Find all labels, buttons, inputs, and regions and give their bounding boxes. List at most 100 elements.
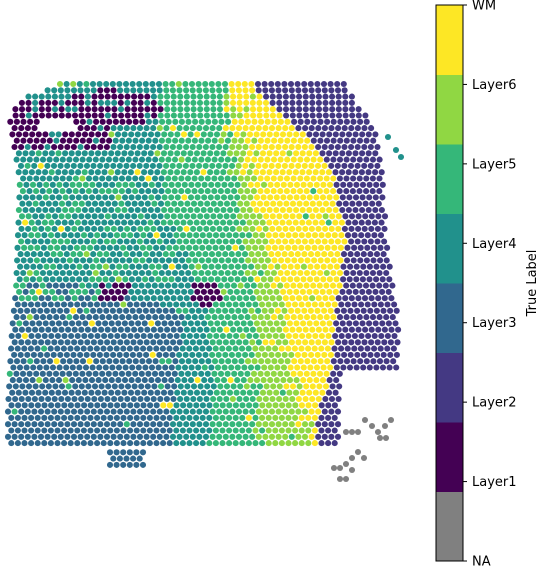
spot-wm bbox=[290, 314, 297, 321]
spot-layer4 bbox=[14, 232, 22, 239]
spot-layer4 bbox=[207, 389, 214, 396]
spot-layer6 bbox=[288, 421, 295, 428]
spot-wm bbox=[286, 194, 294, 201]
spot-layer4 bbox=[63, 251, 70, 258]
spot-layer4 bbox=[100, 232, 107, 239]
spot-layer1 bbox=[214, 288, 221, 295]
spot-layer5 bbox=[56, 181, 63, 188]
spot-layer5 bbox=[209, 87, 216, 94]
spot-wm bbox=[268, 238, 275, 245]
spot-wm bbox=[295, 395, 302, 403]
spot-layer5 bbox=[232, 301, 239, 308]
spot-layer6 bbox=[275, 351, 282, 358]
spot-layer3 bbox=[127, 389, 135, 396]
spot-layer5 bbox=[114, 206, 121, 214]
spot-layer4 bbox=[189, 307, 196, 314]
spot-layer4 bbox=[206, 427, 213, 434]
spot-layer5 bbox=[249, 395, 256, 403]
spot-layer2 bbox=[361, 225, 368, 232]
spot-layer2 bbox=[383, 257, 390, 264]
spot-layer2 bbox=[315, 106, 323, 113]
spot-layer2 bbox=[269, 93, 276, 100]
spot-layer3 bbox=[58, 395, 65, 403]
spot-layer4 bbox=[191, 370, 198, 377]
spot-layer3 bbox=[51, 326, 58, 333]
spot-layer5 bbox=[237, 314, 245, 321]
spot-layer3 bbox=[97, 421, 104, 428]
spot-wm bbox=[268, 162, 275, 169]
spot-layer5 bbox=[222, 143, 229, 151]
spot-wm bbox=[326, 288, 333, 295]
spot-layer2 bbox=[341, 351, 348, 358]
spot-layer5 bbox=[219, 244, 226, 251]
spot-layer2 bbox=[318, 414, 325, 421]
spot-layer2 bbox=[348, 125, 355, 132]
spot-layer5 bbox=[168, 276, 175, 283]
spot-layer3 bbox=[68, 389, 75, 396]
spot-layer6 bbox=[286, 150, 293, 157]
spot-layer3 bbox=[156, 307, 163, 314]
spot-wm bbox=[315, 339, 322, 346]
spot-layer6 bbox=[260, 276, 267, 283]
spot-wm bbox=[289, 326, 296, 333]
spot-layer6 bbox=[278, 301, 285, 308]
spot-layer3 bbox=[105, 314, 113, 321]
spot-wm bbox=[262, 143, 269, 151]
spot-layer2 bbox=[369, 282, 376, 289]
spot-layer6 bbox=[249, 93, 256, 100]
spot-layer2 bbox=[359, 150, 366, 157]
spot-layer2 bbox=[363, 314, 370, 321]
spot-layer4 bbox=[75, 194, 82, 201]
spot-wm bbox=[264, 137, 271, 144]
spot-layer5 bbox=[209, 351, 216, 358]
spot-layer3 bbox=[79, 314, 86, 321]
spot-layer2 bbox=[336, 188, 343, 195]
spot-wm bbox=[293, 150, 300, 157]
spot-wm bbox=[283, 200, 290, 207]
spot-layer5 bbox=[212, 427, 219, 434]
spot-layer4 bbox=[23, 263, 30, 270]
spot-layer5 bbox=[225, 257, 232, 264]
spot-layer6 bbox=[226, 169, 233, 176]
spot-wm bbox=[312, 219, 319, 226]
spot-layer6 bbox=[255, 351, 262, 358]
spot-layer6 bbox=[236, 213, 243, 220]
spot-layer5 bbox=[210, 213, 217, 220]
spot-layer3 bbox=[67, 414, 74, 421]
spot-layer3 bbox=[142, 364, 149, 371]
spot-layer6 bbox=[272, 414, 279, 421]
spot-wm bbox=[263, 213, 270, 220]
spot-layer5 bbox=[73, 244, 80, 251]
spot-layer5 bbox=[165, 118, 172, 125]
spot-layer6 bbox=[252, 232, 259, 239]
spot-layer4 bbox=[144, 99, 151, 106]
spot-layer3 bbox=[58, 383, 66, 390]
spot-layer3 bbox=[62, 288, 69, 295]
spot-wm bbox=[325, 301, 332, 308]
spot-wm bbox=[307, 364, 314, 371]
spot-layer2 bbox=[322, 112, 329, 119]
spot-layer5 bbox=[176, 143, 183, 151]
spot-layer4 bbox=[176, 351, 183, 358]
spot-layer2 bbox=[379, 181, 386, 188]
spot-layer4 bbox=[151, 188, 158, 195]
spot-wm bbox=[313, 276, 320, 283]
spot-layer3 bbox=[87, 427, 94, 434]
spot-layer5 bbox=[203, 112, 210, 119]
spot-layer5 bbox=[201, 276, 208, 283]
spot-layer2 bbox=[376, 282, 383, 289]
spot-layer3 bbox=[21, 427, 28, 434]
spot-layer1 bbox=[150, 106, 158, 113]
spot-layer4 bbox=[134, 150, 141, 157]
spot-layer2 bbox=[262, 87, 269, 94]
spot-layer4 bbox=[108, 194, 115, 201]
spot-layer2 bbox=[316, 112, 323, 119]
spot-layer2 bbox=[330, 156, 337, 163]
spot-layer6 bbox=[268, 307, 275, 314]
spot-layer3 bbox=[121, 377, 129, 384]
spot-layer6 bbox=[268, 351, 275, 358]
spot-layer5 bbox=[163, 125, 170, 132]
spot-layer4 bbox=[125, 188, 132, 195]
spot-layer5 bbox=[25, 295, 32, 302]
spot-layer5 bbox=[184, 188, 191, 195]
